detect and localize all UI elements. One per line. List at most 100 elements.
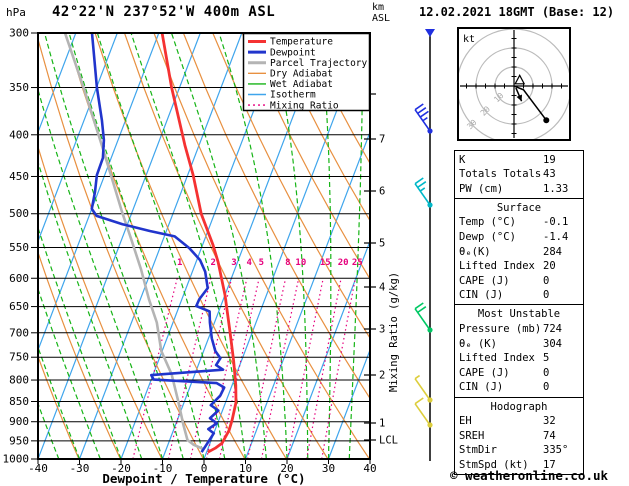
info-section-most-unstable: Most Unstable Pressure (mb) 724 θₑ (K) 304 Li… [454,304,584,398]
x-tick-label: 30 [322,462,335,475]
storm-motion-arrowhead [516,94,522,102]
legend-item-label: Dry Adiabat [270,69,333,80]
info-row: StmSpd (kt) 17 [459,458,579,473]
info-row-label: K [459,153,466,166]
info-row: Totals Totals 43 [459,167,579,182]
info-row: Dewp (°C) -1.4 [459,230,579,245]
pressure-tick-label: 300 [9,27,29,40]
altitude-unit-km-label: km [372,2,385,13]
x-tick-label: -40 [28,462,48,475]
info-row-value: 17 [543,458,556,471]
mixing-ratio-label: 5 [259,258,264,268]
parcel-trajectory-curve [63,33,204,451]
wind-barb-half-feather [419,187,426,192]
info-row-label: CIN (J) [459,381,504,394]
pressure-tick-label: 1000 [3,453,30,466]
datetime-title: 12.02.2021 18GMT (Base: 12) [419,5,615,19]
legend-item-label: Parcel Trajectory [270,58,368,69]
wind-barb-feather [419,110,429,118]
dry-adiabat-line [300,33,370,165]
x-tick-label: 20 [280,462,293,475]
mixing-ratio-label: 3 [231,258,236,268]
info-row: CAPE (J) 0 [459,274,579,289]
x-tick-label: 10 [239,462,252,475]
pressure-tick-label: 900 [9,415,29,428]
mixing-ratio-label: 4 [246,258,252,268]
x-tick-label: -20 [111,462,131,475]
hodograph-unit-label: kt [463,34,475,45]
info-row-value: 0 [543,289,550,302]
isotherm-line [78,33,243,459]
km-tick-label: 1 [379,418,385,430]
pressure-tick-label: 450 [9,170,29,183]
wind-barb-feather [414,177,424,185]
wind-barb-half-feather [414,374,421,380]
isotherm-line [38,33,77,134]
info-row-label: θₑ (K) [459,337,497,350]
wind-barb-half-feather [422,116,428,122]
footer-copyright: © weatheronline.co.uk [450,468,609,483]
info-row-value: 20 [543,260,556,273]
legend-item-label: Dewpoint [270,47,316,58]
wind-barb-feather [417,107,427,115]
info-row-value: 0 [543,381,550,394]
info-section-title: Surface [496,201,542,214]
info-row-value: 5 [543,352,550,365]
wind-barb [414,177,433,208]
info-row: EH 32 [459,414,579,429]
info-row-label: StmDir [459,444,497,457]
wind-barb-feather [414,302,424,310]
isotherm-line [244,130,370,459]
wind-barb-shaft [414,109,431,132]
km-tick-label: 2 [379,370,385,382]
pressure-tick-label: 350 [9,81,29,94]
dry-adiabat-line [271,33,370,222]
isotherm-line [38,33,160,352]
info-panel: K 19 Totals Totals 43 PW (cm) 1.33 Surface Temp… [454,149,584,476]
info-row-label: Dewp (°C) [459,230,516,243]
info-row-value: 32 [543,415,556,428]
dewpoint-curve [90,33,226,453]
isotherm-line [286,239,370,459]
legend-item-label: Temperature [270,37,333,48]
legend-item-label: Isotherm [270,90,316,101]
mixing-ratio-label: 1 [177,258,182,268]
pressure-tick-label: 950 [9,434,29,447]
km-tick-label: 3 [379,324,385,336]
info-row-value: 0 [543,366,550,379]
info-row: CIN (J) 0 [459,288,579,303]
info-row: Temp (°C) -0.1 [459,215,579,230]
info-row-label: CAPE (J) [459,274,510,287]
wind-barb-shaft [414,378,431,401]
info-row-label: Totals Totals [459,168,542,181]
info-row-label: PW (cm) [459,182,504,195]
pressure-tick-label: 750 [9,351,29,364]
info-row-label: CAPE (J) [459,366,510,379]
dry-adiabat-line [38,145,163,459]
station-title: 42°22'N 237°52'W 400m ASL [52,4,276,20]
wind-barb [414,103,433,134]
isotherm-line [38,33,118,243]
temperature-curve [160,33,238,454]
wind-barb-feather [414,397,424,405]
info-section-title: Most Unstable [477,308,561,321]
info-section-surface: Surface Temp (°C) -0.1 Dewp (°C) -1.4 θₑ(K) 28… [454,197,584,306]
wind-barb [414,374,433,403]
info-row-label: StmSpd (kt) [459,458,529,471]
mixing-ratio-label: 8 [285,258,290,268]
legend-item-label: Wet Adiabat [270,79,333,90]
lcl-label: LCL [379,435,398,447]
info-row-label: Temp (°C) [459,216,516,229]
hodograph-trace-end-dot [543,117,550,124]
pressure-unit-label: hPa [6,6,26,19]
km-tick-label: 7 [379,134,385,146]
info-row-label: CIN (J) [459,289,504,302]
wind-barb-shaft [414,308,431,331]
hodograph-trace [513,85,547,121]
info-row: Pressure (mb) 724 [459,322,579,337]
info-row-value: 304 [543,337,562,350]
altitude-unit-asl-label: ASL [372,13,391,24]
pressure-tick-label: 650 [9,300,29,313]
